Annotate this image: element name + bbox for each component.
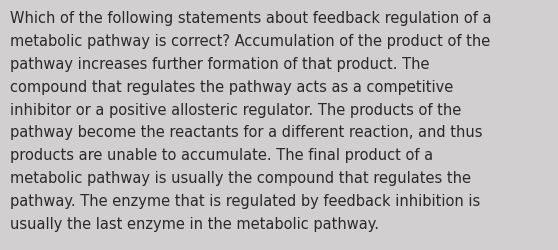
Text: usually the last enzyme in the metabolic pathway.: usually the last enzyme in the metabolic… xyxy=(10,216,379,231)
Text: pathway increases further formation of that product. The: pathway increases further formation of t… xyxy=(10,57,430,72)
Text: pathway. The enzyme that is regulated by feedback inhibition is: pathway. The enzyme that is regulated by… xyxy=(10,193,480,208)
Text: metabolic pathway is correct? Accumulation of the product of the: metabolic pathway is correct? Accumulati… xyxy=(10,34,490,49)
Text: metabolic pathway is usually the compound that regulates the: metabolic pathway is usually the compoun… xyxy=(10,170,471,186)
Text: products are unable to accumulate. The final product of a: products are unable to accumulate. The f… xyxy=(10,148,433,163)
Text: Which of the following statements about feedback regulation of a: Which of the following statements about … xyxy=(10,11,492,26)
Text: inhibitor or a positive allosteric regulator. The products of the: inhibitor or a positive allosteric regul… xyxy=(10,102,461,117)
Text: compound that regulates the pathway acts as a competitive: compound that regulates the pathway acts… xyxy=(10,80,453,94)
Text: pathway become the reactants for a different reaction, and thus: pathway become the reactants for a diffe… xyxy=(10,125,483,140)
